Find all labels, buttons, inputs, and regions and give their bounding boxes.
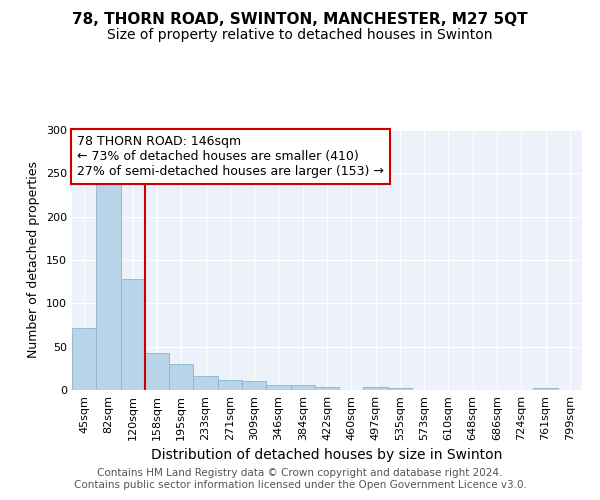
- Bar: [364, 386, 388, 390]
- Text: 78 THORN ROAD: 146sqm
← 73% of detached houses are smaller (410)
27% of semi-det: 78 THORN ROAD: 146sqm ← 73% of detached …: [77, 135, 384, 178]
- Bar: [96, 184, 121, 390]
- Bar: [290, 385, 315, 390]
- Bar: [121, 279, 145, 390]
- Bar: [315, 386, 339, 390]
- Text: Contains HM Land Registry data © Crown copyright and database right 2024.
Contai: Contains HM Land Registry data © Crown c…: [74, 468, 526, 490]
- Text: 78, THORN ROAD, SWINTON, MANCHESTER, M27 5QT: 78, THORN ROAD, SWINTON, MANCHESTER, M27…: [72, 12, 528, 28]
- Bar: [218, 380, 242, 390]
- X-axis label: Distribution of detached houses by size in Swinton: Distribution of detached houses by size …: [151, 448, 503, 462]
- Bar: [388, 388, 412, 390]
- Bar: [266, 385, 290, 390]
- Y-axis label: Number of detached properties: Number of detached properties: [28, 162, 40, 358]
- Bar: [145, 352, 169, 390]
- Bar: [169, 364, 193, 390]
- Bar: [72, 328, 96, 390]
- Bar: [193, 376, 218, 390]
- Bar: [533, 388, 558, 390]
- Bar: [242, 382, 266, 390]
- Text: Size of property relative to detached houses in Swinton: Size of property relative to detached ho…: [107, 28, 493, 42]
